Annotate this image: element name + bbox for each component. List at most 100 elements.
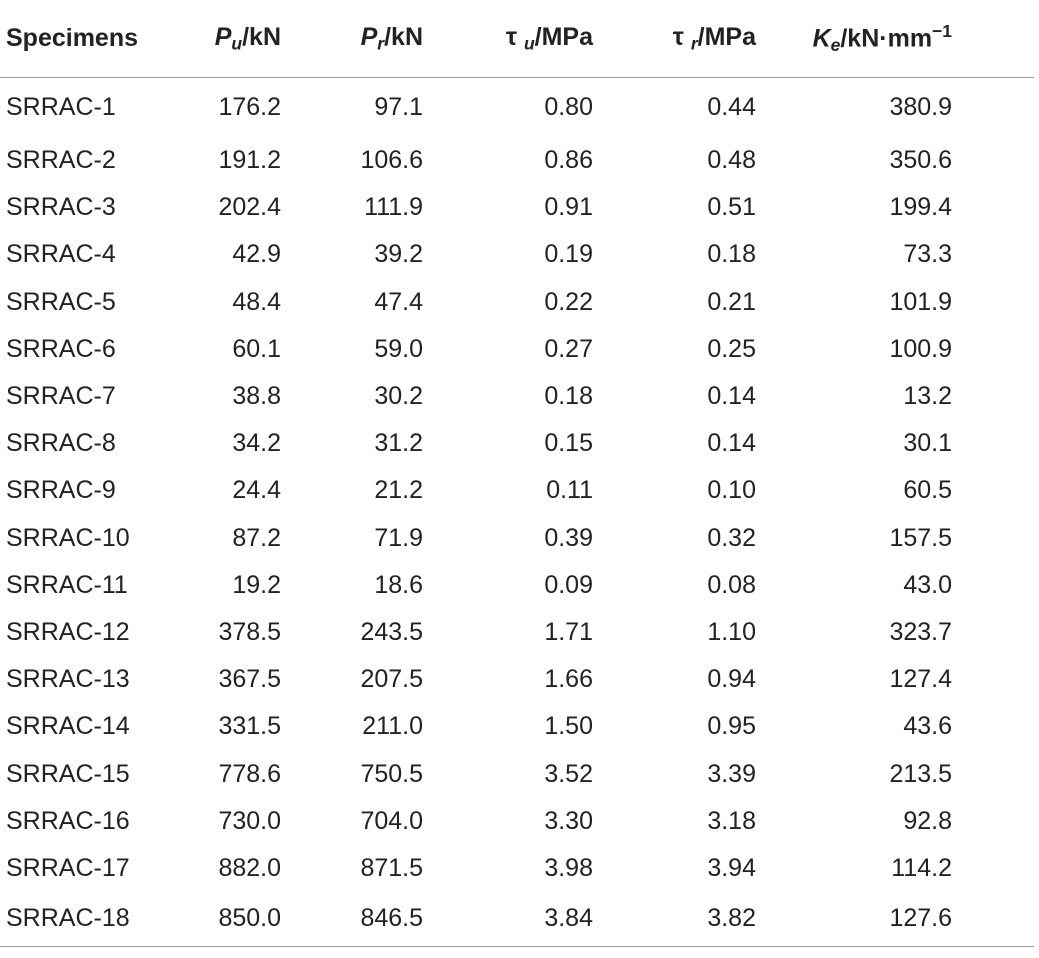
cell-pr: 18.6 [374,570,423,599]
cell-pu: 882.0 [218,853,281,882]
cell-ke: 157.5 [889,523,952,552]
cell-pr: 31.2 [374,429,423,458]
cell-spacer [952,562,1034,609]
cell-tau-u: 0.11 [546,476,593,505]
cell-specimen: SRRAC-5 [6,287,116,316]
cell-specimen: SRRAC-1 [6,92,116,121]
header-tau-r-unit: /MPa [697,22,756,51]
cell-specimen: SRRAC-15 [6,759,130,788]
cell-ke: 114.2 [891,853,952,882]
cell-tau-r: 0.08 [707,570,756,599]
cell-tau-u: 0.22 [544,287,593,316]
cell-tau-r: 1.10 [707,617,756,646]
cell-tau-u: 3.30 [544,806,593,835]
cell-spacer [952,892,1034,947]
cell-pr: 97.1 [374,92,423,121]
header-specimens: Specimens [0,0,181,78]
cell-specimen: SRRAC-17 [6,853,130,882]
header-ke-sup: −1 [932,20,952,41]
cell-spacer [952,703,1034,750]
table-row: SRRAC-1 176.2 97.1 0.80 0.44 380.9 [0,77,1034,137]
table-row: SRRAC-6 60.1 59.0 0.27 0.25 100.9 [0,326,1034,373]
cell-tau-u: 3.84 [423,892,593,947]
cell-pu: 60.1 [232,334,281,363]
cell-ke: 380.9 [889,92,952,121]
cell-specimen: SRRAC-3 [6,193,116,222]
cell-pu: 331.5 [218,712,281,741]
cell-ke: 350.6 [889,146,952,175]
cell-pu: 34.2 [232,429,281,458]
header-pu-symbol: P [214,22,232,51]
cell-pu: 378.5 [218,617,281,646]
cell-tau-r: 0.14 [707,382,756,411]
cell-specimen: SRRAC-12 [6,617,130,646]
table-header: Specimens Pu/kN Pr/kN τ u/MPa τ r/MPa Ke… [0,0,1034,78]
header-tau-u: τ u/MPa [423,0,593,78]
table-row: SRRAC-2 191.2 106.6 0.86 0.48 350.6 [0,137,1034,184]
cell-specimen: SRRAC-9 [6,476,116,505]
cell-pu: 778.6 [218,759,281,788]
header-pu-unit: /kN [242,22,281,51]
cell-pu: 850.0 [181,892,281,947]
cell-pr: 30.2 [374,382,423,411]
cell-spacer [952,137,1034,184]
cell-tau-u: 0.09 [544,570,593,599]
header-ke-symbol: K [812,24,831,53]
table-row: SRRAC-14 331.5 211.0 1.50 0.95 43.6 [0,703,1034,750]
cell-ke: 199.4 [889,193,952,222]
cell-pr: 846.5 [281,892,423,947]
table-row: SRRAC-12 378.5 243.5 1.71 1.10 323.7 [0,609,1034,656]
cell-tau-r: 0.48 [707,146,756,175]
cell-specimen: SRRAC-14 [6,712,130,741]
header-pr-unit: /kN [384,22,423,51]
cell-ke: 30.1 [903,429,952,458]
cell-ke: 92.8 [903,806,952,835]
cell-spacer [952,656,1034,703]
cell-tau-u: 1.71 [544,617,593,646]
cell-pr: 211.0 [362,712,423,741]
cell-tau-r: 0.21 [707,287,756,316]
cell-ke: 101.9 [889,287,952,316]
cell-pr: 111.9 [364,193,423,222]
cell-spacer [952,231,1034,278]
cell-pr: 47.4 [374,287,423,316]
header-ke: Ke/kN·mm−1 [756,0,952,78]
cell-tau-u: 1.50 [544,712,593,741]
cell-tau-r: 3.39 [707,759,756,788]
cell-tau-u: 3.52 [544,759,593,788]
cell-specimen: SRRAC-7 [6,382,116,411]
header-pr-sub: r [377,32,385,53]
cell-pu: 42.9 [232,240,281,269]
cell-ke: 127.4 [889,665,952,694]
cell-tau-r: 0.10 [707,476,756,505]
cell-ke: 213.5 [889,759,952,788]
cell-tau-r: 0.95 [707,712,756,741]
cell-pu: 19.2 [232,570,281,599]
cell-tau-r: 0.18 [707,240,756,269]
cell-spacer [952,609,1034,656]
cell-tau-r: 0.14 [707,429,756,458]
cell-pr: 21.2 [374,476,423,505]
header-spacer [952,0,1034,78]
table-row: SRRAC-10 87.2 71.9 0.39 0.32 157.5 [0,515,1034,562]
table-row: SRRAC-18 850.0 846.5 3.84 3.82 127.6 [0,892,1034,947]
cell-ke: 60.5 [903,476,952,505]
table-row: SRRAC-13 367.5 207.5 1.66 0.94 127.4 [0,656,1034,703]
cell-ke: 43.6 [903,712,952,741]
cell-pr: 704.0 [360,806,423,835]
header-ke-sub: e [830,34,841,55]
cell-spacer [952,845,1034,892]
cell-spacer [952,279,1034,326]
cell-pu: 191.2 [218,146,281,175]
cell-spacer [952,750,1034,797]
cell-tau-r: 0.25 [707,334,756,363]
cell-spacer [952,184,1034,231]
cell-tau-r: 3.18 [707,806,756,835]
cell-tau-u: 3.98 [544,853,593,882]
cell-tau-u: 1.66 [544,665,593,694]
cell-tau-u: 0.27 [544,334,593,363]
cell-tau-r: 0.94 [707,665,756,694]
cell-pu: 38.8 [232,382,281,411]
cell-spacer [952,420,1034,467]
